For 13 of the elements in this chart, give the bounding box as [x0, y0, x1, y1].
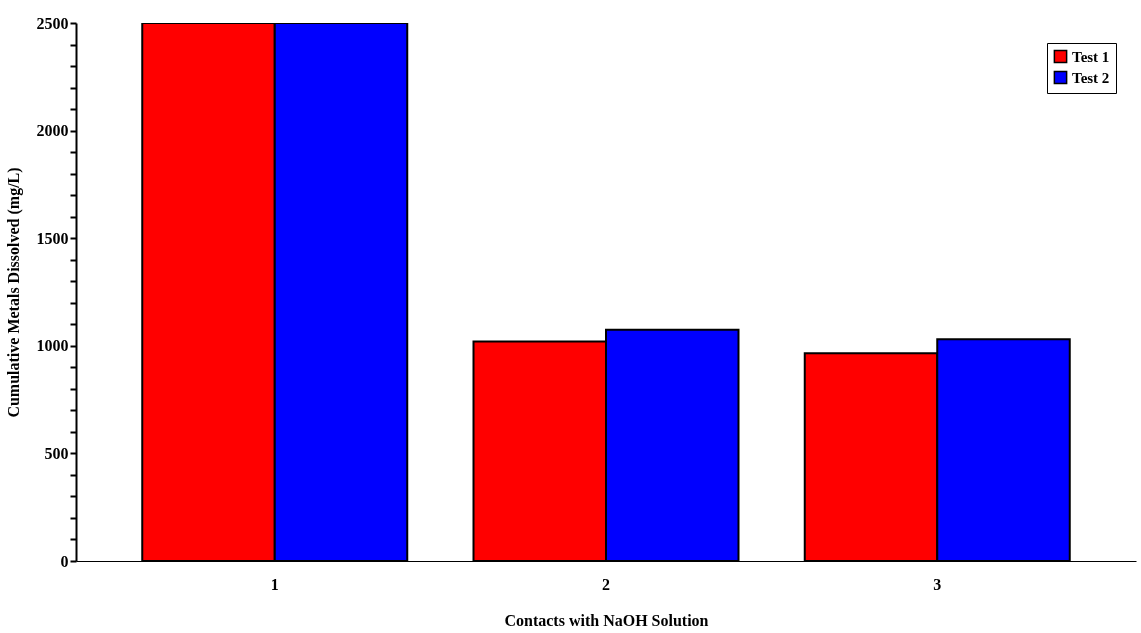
- y-tick-label: 1500: [36, 229, 69, 247]
- y-tick-label: 2000: [36, 122, 69, 140]
- x-tick-label: 2: [602, 575, 610, 593]
- y-tick-label: 1000: [36, 337, 69, 355]
- y-tick-label: 500: [44, 444, 69, 462]
- x-axis-title: Contacts with NaOH Solution: [504, 611, 709, 629]
- legend-label: Test 1: [1072, 48, 1110, 65]
- y-axis-title: Cumulative Metals Dissolved (mg/L): [4, 167, 23, 418]
- y-tick-label: 2500: [36, 14, 69, 32]
- x-tick-label: 1: [270, 575, 279, 593]
- legend-label: Test 2: [1072, 69, 1110, 86]
- y-tick-label: 0: [60, 552, 69, 570]
- x-tick-label: 3: [933, 575, 942, 593]
